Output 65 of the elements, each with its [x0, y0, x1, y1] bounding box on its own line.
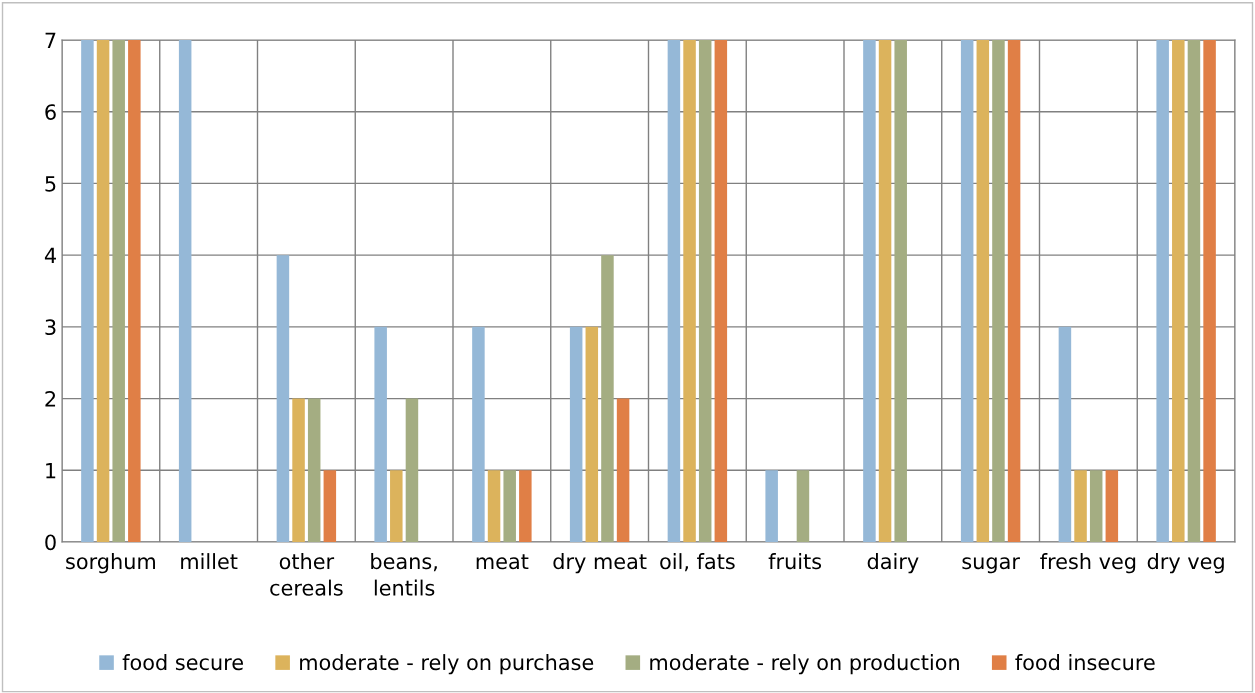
bar [683, 40, 696, 542]
bar [1089, 470, 1103, 542]
x-tick-label: fruits [768, 553, 822, 570]
y-tick-label: 4 [44, 247, 56, 264]
legend-label: moderate - rely on production [650, 654, 959, 675]
bar [1187, 40, 1201, 542]
bar [796, 470, 810, 542]
x-tick-label: dairy [867, 553, 919, 574]
bar [128, 40, 141, 542]
bar [1203, 40, 1216, 542]
bar [96, 40, 110, 542]
x-tick-label: fresh veg [1040, 553, 1136, 574]
bar [405, 398, 419, 542]
bar [765, 470, 778, 542]
bar [374, 326, 387, 542]
bar [276, 255, 290, 542]
y-tick-label: 1 [46, 463, 56, 479]
bar [894, 40, 907, 542]
legend-label: food insecure [1015, 654, 1155, 671]
bar [992, 40, 1005, 542]
y-tick-label: 5 [45, 176, 56, 192]
bar [863, 40, 876, 542]
y-tick-label: 0 [45, 534, 56, 551]
bar [569, 326, 583, 542]
x-tick-label: other cereals [270, 553, 343, 596]
x-tick-label: sorghum [66, 553, 155, 574]
bar [1074, 470, 1087, 542]
y-tick-label: 7 [45, 32, 56, 48]
x-tick-label: millet [181, 553, 238, 570]
x-tick-label: beans, lentils [371, 553, 437, 596]
y-tick-label: 3 [45, 319, 56, 336]
x-tick-label: dry veg [1147, 553, 1224, 574]
bar [487, 470, 501, 542]
bar [112, 40, 125, 542]
bar [960, 40, 974, 542]
legend-label: moderate - rely on purchase [300, 654, 594, 675]
x-tick-label: meat [476, 554, 529, 570]
y-tick-label: 6 [45, 104, 56, 120]
bar [1156, 40, 1169, 542]
bar [292, 398, 305, 542]
legend-label: food secure [122, 654, 243, 671]
bar [178, 40, 192, 542]
bar [503, 470, 516, 542]
bar [601, 255, 614, 542]
bar [976, 40, 990, 542]
x-tick-label: dry meat [553, 553, 647, 574]
y-tick-label: 2 [45, 391, 56, 407]
bar [616, 398, 630, 542]
x-tick-label: oil, fats [660, 553, 735, 572]
bar [698, 40, 712, 542]
bar [323, 470, 337, 542]
bar [1172, 40, 1185, 542]
bar [1105, 470, 1119, 542]
bar [714, 40, 728, 542]
bar [878, 40, 892, 542]
bar [1058, 326, 1072, 542]
bar [667, 40, 681, 542]
bar [390, 470, 403, 542]
x-tick-label: sugar [962, 557, 1020, 574]
bar [519, 470, 532, 542]
bar [472, 326, 485, 542]
bar [81, 40, 94, 542]
bar [1007, 40, 1021, 542]
bar [585, 326, 599, 542]
bar [307, 398, 321, 542]
